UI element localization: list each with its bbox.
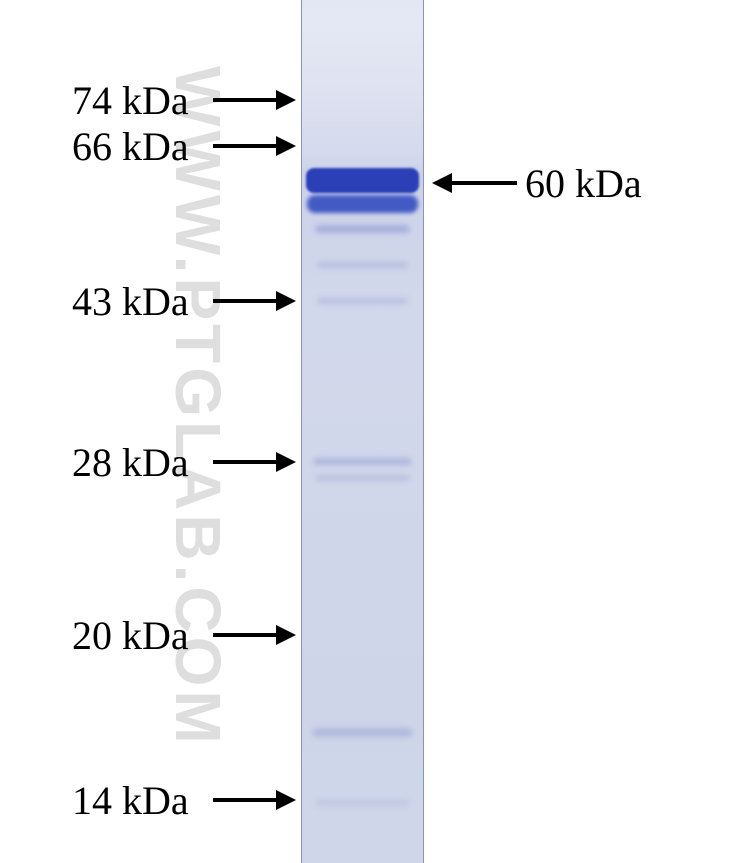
arrow-head-icon xyxy=(276,90,296,110)
gel-band xyxy=(315,225,411,233)
arrow-shaft xyxy=(213,798,276,802)
gel-band xyxy=(306,168,419,193)
ladder-marker-label: 43 kDa xyxy=(72,278,189,325)
arrow-head-icon xyxy=(432,173,452,193)
arrow-shaft xyxy=(213,98,276,102)
gel-image-canvas: WWW.PTGLAB.COM 74 kDa66 kDa43 kDa28 kDa2… xyxy=(0,0,740,863)
gel-band xyxy=(317,298,408,304)
gel-band xyxy=(317,262,408,268)
gel-band xyxy=(307,195,418,213)
target-marker-label: 60 kDa xyxy=(525,160,642,207)
arrow-shaft xyxy=(213,460,276,464)
ladder-marker-label: 14 kDa xyxy=(72,777,189,824)
gel-band xyxy=(316,800,409,806)
ladder-marker-label: 74 kDa xyxy=(72,77,189,124)
arrow-head-icon xyxy=(276,625,296,645)
ladder-marker-label: 20 kDa xyxy=(72,612,189,659)
arrow-shaft xyxy=(452,181,517,185)
arrow-head-icon xyxy=(276,136,296,156)
arrow-shaft xyxy=(213,299,276,303)
arrow-head-icon xyxy=(276,790,296,810)
gel-band xyxy=(312,728,413,737)
arrow-shaft xyxy=(213,633,276,637)
arrow-head-icon xyxy=(276,291,296,311)
gel-band xyxy=(313,458,411,465)
arrow-head-icon xyxy=(276,452,296,472)
arrow-shaft xyxy=(213,144,276,148)
ladder-marker-label: 66 kDa xyxy=(72,123,189,170)
ladder-marker-label: 28 kDa xyxy=(72,439,189,486)
gel-band xyxy=(315,475,411,481)
